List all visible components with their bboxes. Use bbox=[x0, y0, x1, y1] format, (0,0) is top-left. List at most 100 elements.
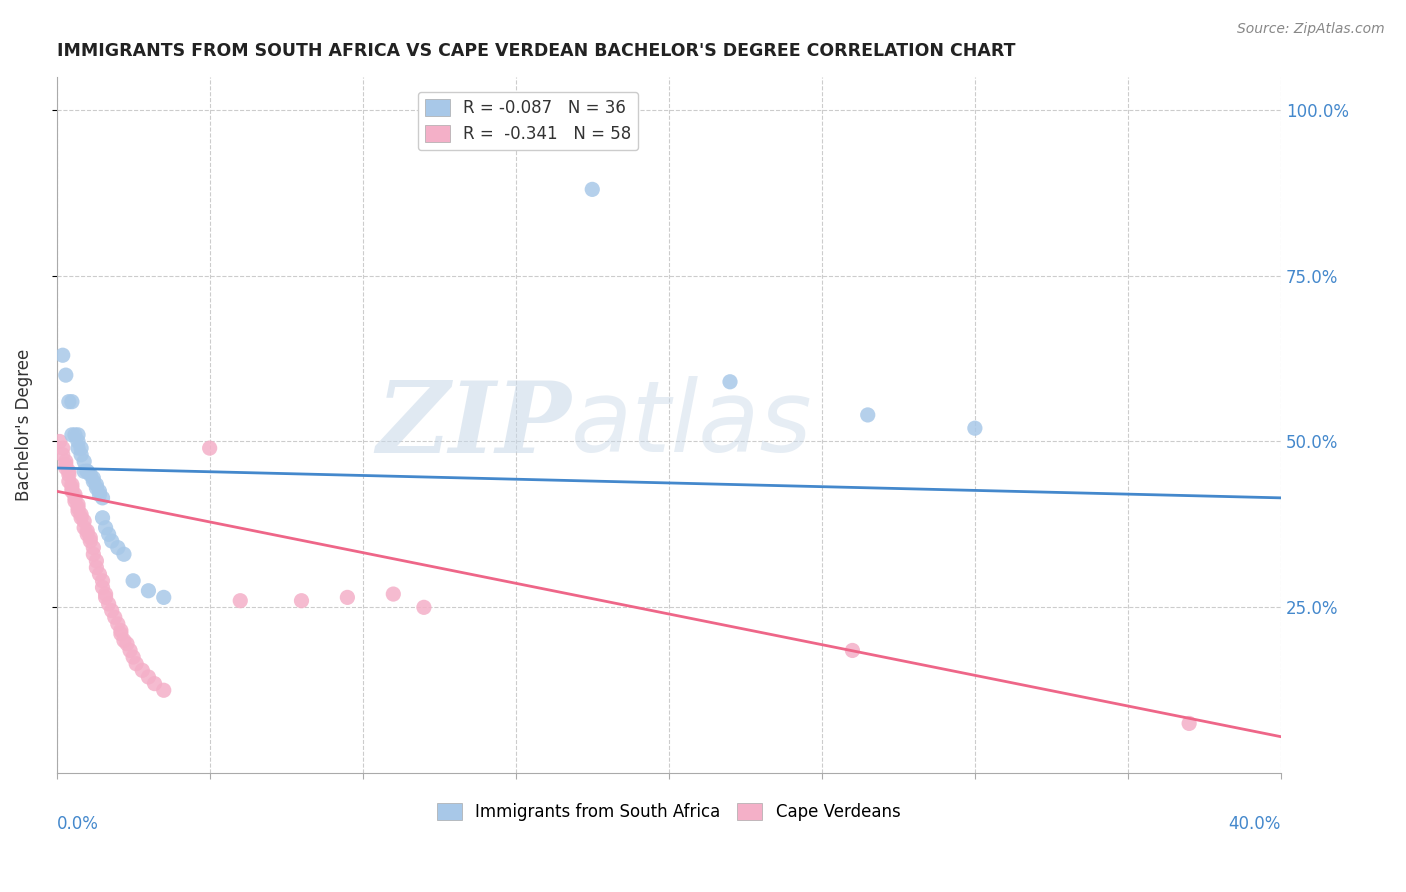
Point bbox=[581, 182, 603, 196]
Point bbox=[91, 510, 114, 524]
Point bbox=[143, 676, 166, 690]
Point bbox=[841, 643, 863, 657]
Point bbox=[58, 467, 80, 482]
Point bbox=[91, 491, 114, 505]
Point bbox=[60, 477, 83, 491]
Text: Source: ZipAtlas.com: Source: ZipAtlas.com bbox=[1237, 22, 1385, 37]
Point bbox=[94, 591, 117, 605]
Point bbox=[55, 461, 77, 475]
Point bbox=[76, 464, 98, 478]
Point bbox=[107, 541, 129, 555]
Point bbox=[89, 484, 111, 499]
Point bbox=[94, 587, 117, 601]
Point bbox=[60, 484, 83, 499]
Point bbox=[67, 427, 90, 442]
Point bbox=[198, 441, 221, 455]
Point bbox=[55, 454, 77, 468]
Point bbox=[122, 650, 145, 665]
Point bbox=[60, 481, 83, 495]
Point bbox=[70, 441, 93, 455]
Point bbox=[107, 616, 129, 631]
Point bbox=[70, 448, 93, 462]
Text: atlas: atlas bbox=[571, 376, 813, 474]
Point bbox=[112, 547, 135, 561]
Point bbox=[86, 477, 108, 491]
Point bbox=[86, 560, 108, 574]
Point bbox=[63, 487, 86, 501]
Point bbox=[138, 670, 160, 684]
Point bbox=[100, 604, 122, 618]
Point bbox=[110, 627, 132, 641]
Point bbox=[82, 471, 104, 485]
Point bbox=[104, 610, 127, 624]
Point bbox=[86, 481, 108, 495]
Point bbox=[229, 593, 252, 607]
Point bbox=[48, 434, 70, 449]
Point bbox=[125, 657, 148, 671]
Legend: Immigrants from South Africa, Cape Verdeans: Immigrants from South Africa, Cape Verde… bbox=[430, 796, 907, 828]
Point bbox=[97, 597, 120, 611]
Point bbox=[336, 591, 359, 605]
Point bbox=[58, 394, 80, 409]
Point bbox=[1178, 716, 1201, 731]
Point bbox=[63, 491, 86, 505]
Point bbox=[58, 475, 80, 489]
Point bbox=[79, 531, 101, 545]
Point bbox=[70, 510, 93, 524]
Point bbox=[152, 683, 174, 698]
Point bbox=[856, 408, 879, 422]
Point bbox=[60, 427, 83, 442]
Point bbox=[76, 527, 98, 541]
Point bbox=[115, 637, 138, 651]
Point bbox=[82, 547, 104, 561]
Point bbox=[79, 467, 101, 482]
Point bbox=[290, 593, 312, 607]
Point bbox=[91, 581, 114, 595]
Point bbox=[55, 368, 77, 383]
Point bbox=[55, 458, 77, 472]
Point bbox=[76, 524, 98, 538]
Point bbox=[152, 591, 174, 605]
Text: 40.0%: 40.0% bbox=[1229, 815, 1281, 833]
Point bbox=[52, 448, 75, 462]
Point bbox=[52, 441, 75, 455]
Point bbox=[70, 508, 93, 522]
Y-axis label: Bachelor's Degree: Bachelor's Degree bbox=[15, 349, 32, 501]
Point bbox=[63, 427, 86, 442]
Point bbox=[73, 464, 96, 478]
Point bbox=[94, 521, 117, 535]
Point bbox=[86, 554, 108, 568]
Point bbox=[67, 504, 90, 518]
Point bbox=[76, 464, 98, 478]
Point bbox=[97, 527, 120, 541]
Point bbox=[131, 664, 153, 678]
Text: IMMIGRANTS FROM SOUTH AFRICA VS CAPE VERDEAN BACHELOR'S DEGREE CORRELATION CHART: IMMIGRANTS FROM SOUTH AFRICA VS CAPE VER… bbox=[56, 42, 1015, 60]
Point bbox=[89, 567, 111, 582]
Point bbox=[67, 434, 90, 449]
Text: ZIP: ZIP bbox=[375, 376, 571, 473]
Text: 0.0%: 0.0% bbox=[56, 815, 98, 833]
Point bbox=[73, 454, 96, 468]
Point bbox=[91, 574, 114, 588]
Point bbox=[82, 541, 104, 555]
Point bbox=[67, 441, 90, 455]
Point bbox=[718, 375, 741, 389]
Point bbox=[67, 498, 90, 512]
Point bbox=[82, 475, 104, 489]
Point bbox=[73, 521, 96, 535]
Point bbox=[63, 494, 86, 508]
Point bbox=[138, 583, 160, 598]
Point bbox=[100, 533, 122, 548]
Point bbox=[120, 643, 142, 657]
Point bbox=[413, 600, 436, 615]
Point bbox=[110, 624, 132, 638]
Point bbox=[79, 533, 101, 548]
Point bbox=[73, 514, 96, 528]
Point bbox=[112, 633, 135, 648]
Point bbox=[89, 487, 111, 501]
Point bbox=[963, 421, 986, 435]
Point bbox=[58, 464, 80, 478]
Point bbox=[382, 587, 405, 601]
Point bbox=[52, 348, 75, 362]
Point bbox=[60, 394, 83, 409]
